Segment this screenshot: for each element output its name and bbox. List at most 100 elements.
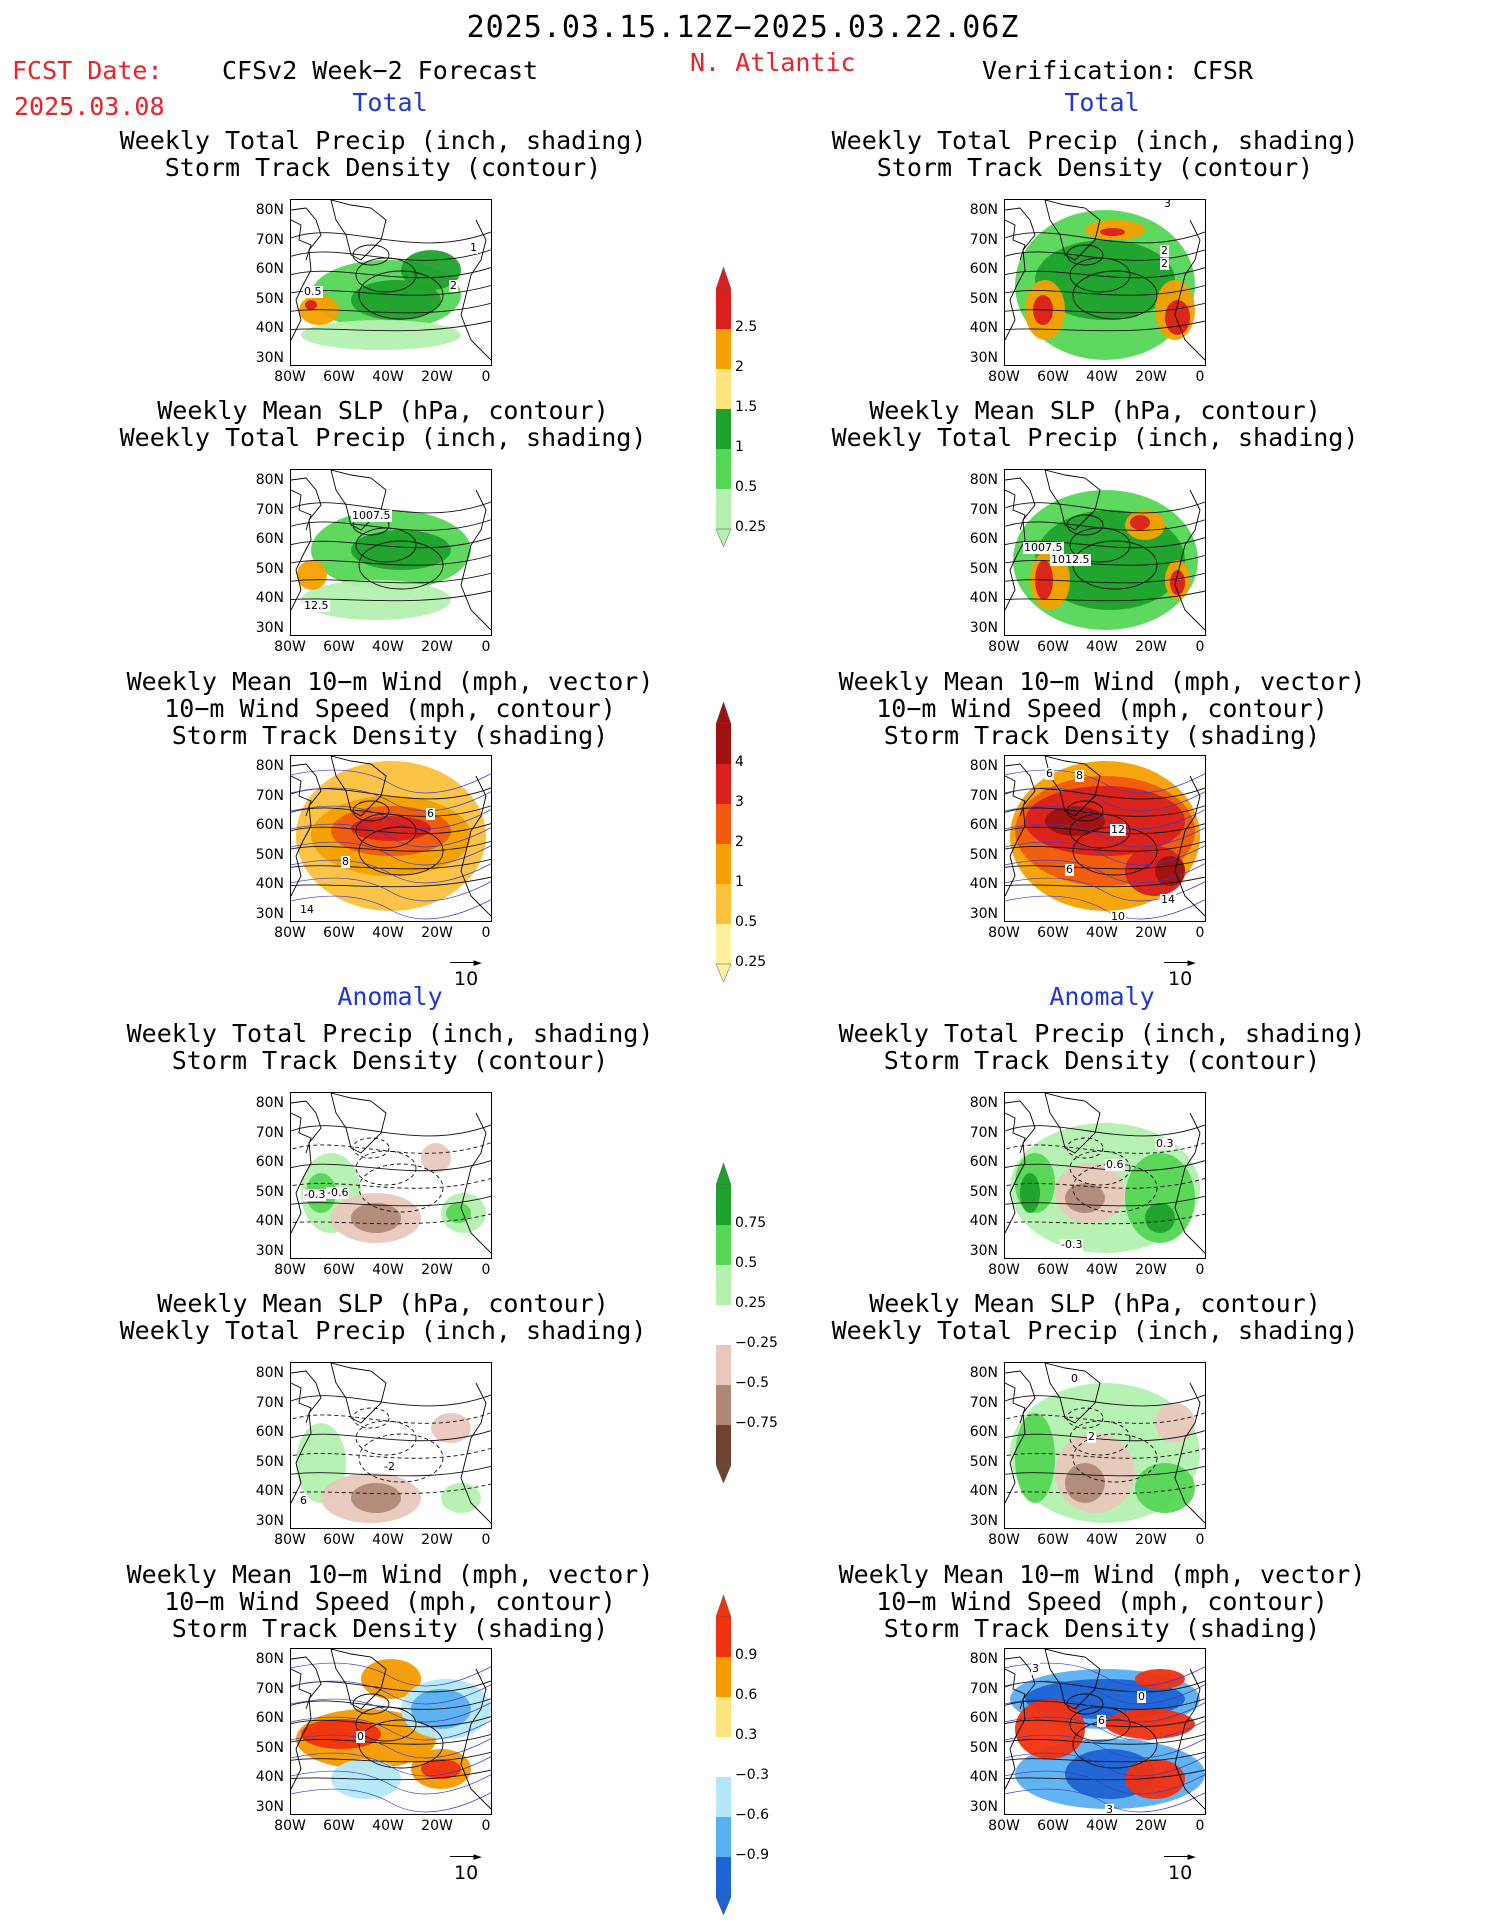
lat-tick-label: 30N <box>255 349 284 366</box>
colorbar-segment <box>716 1225 731 1265</box>
lon-tick-label: 0 <box>481 1818 491 1834</box>
contour-label: 6 <box>426 807 435 820</box>
contour-label: -2 <box>383 1460 396 1473</box>
lon-tick-label: 60W <box>323 1262 355 1278</box>
shaded-field <box>1155 856 1185 886</box>
coastline <box>460 1112 491 1254</box>
contour-label: -0.3 <box>303 1188 327 1201</box>
lat-tick-label: 70N <box>969 787 998 804</box>
contour-line <box>291 231 491 244</box>
contour-line <box>1005 1733 1205 1745</box>
map-canvas <box>1005 1363 1205 1524</box>
contour-line <box>291 805 491 817</box>
shaded-field <box>421 1143 451 1173</box>
contour-label: 1 <box>469 241 478 254</box>
lon-tick-label: 0 <box>481 1262 491 1278</box>
lon-tick-label: 80W <box>274 1818 306 1834</box>
map-forecast-precip-track: 1 2 0.5 <box>290 199 492 366</box>
colorbar-segment <box>716 884 731 924</box>
contour-ring <box>358 1719 444 1769</box>
panel-title-v-sp: Weekly Mean SLP (hPa, contour) Weekly Tot… <box>831 396 1359 452</box>
colorbar-label: 1 <box>735 874 744 890</box>
lon-tick-label: 40W <box>372 1532 404 1548</box>
lat-tick-label: 60N <box>255 531 284 547</box>
contour-line <box>291 501 491 514</box>
lon-tick-label: 20W <box>1135 369 1167 385</box>
coastline <box>291 1100 322 1234</box>
section-anomaly-left: Anomaly <box>337 982 443 1011</box>
shaded-field <box>1130 515 1150 530</box>
contour-line <box>1005 537 1205 549</box>
contour-ring <box>1066 800 1104 822</box>
lat-tick-label: 70N <box>969 501 998 518</box>
lat-tick-label: 40N <box>969 1483 998 1499</box>
shaded-field <box>361 1659 421 1699</box>
lon-tick-label: 80W <box>988 369 1020 385</box>
contour-line <box>291 1430 491 1442</box>
colorbar-label: 2.5 <box>735 319 758 335</box>
wind-speed-contour <box>1005 823 1205 848</box>
wind-speed-contour <box>291 1788 491 1813</box>
contour-label: 8 <box>341 855 350 868</box>
contour-line <box>291 519 491 531</box>
vector-ref-va-wt: ► 10 <box>1164 1851 1196 1884</box>
lon-tick-label: 60W <box>1037 369 1069 385</box>
contour-line <box>291 537 491 549</box>
contour-label: 2 <box>1160 244 1169 257</box>
colorbar-segment <box>716 1777 731 1817</box>
lat-tick-label: 80N <box>969 1651 998 1667</box>
lon-tick-label: 60W <box>323 1818 355 1834</box>
contour-label: 0 <box>1137 1690 1146 1703</box>
shaded-field <box>305 300 317 310</box>
verification-title: Verification: CFSR <box>982 56 1253 85</box>
contour-label: 1007.5 <box>351 509 392 522</box>
colorbar-label: 0.5 <box>735 479 758 495</box>
coastline <box>460 1668 491 1810</box>
coastline <box>1174 1382 1205 1524</box>
colorbar-label: −0.5 <box>735 1375 769 1391</box>
lon-tick-label: 20W <box>1135 639 1167 655</box>
lat-tick-label: 80N <box>969 202 998 218</box>
contour-label: 6 <box>1065 863 1074 876</box>
lat-tick-label: 60N <box>969 261 998 277</box>
contour-ring <box>1066 514 1104 536</box>
contour-ring <box>355 257 417 293</box>
contour-line <box>1005 302 1205 314</box>
lon-tick-label: 0 <box>1195 1262 1205 1278</box>
contour-line <box>1005 1412 1205 1424</box>
contour-line <box>1005 554 1205 566</box>
lon-tick-label: 20W <box>1135 1818 1167 1834</box>
contour-line <box>1005 231 1205 244</box>
contour-label: 14 <box>1160 893 1176 906</box>
lat-tick-label: 70N <box>255 1680 284 1697</box>
contour-line <box>291 1195 491 1207</box>
lat-tick-label: 30N <box>255 905 284 922</box>
wind-speed-contour <box>1005 1734 1205 1759</box>
wind-speed-contour <box>291 895 491 920</box>
shaded-field <box>351 530 451 570</box>
lat-tick-label: 60N <box>255 1424 284 1440</box>
map-canvas <box>291 1649 491 1813</box>
lat-tick-label: 50N <box>255 290 284 307</box>
coastline <box>1044 200 1101 261</box>
coastline <box>291 207 322 341</box>
lon-tick-label: 80W <box>274 1532 306 1548</box>
contour-ring <box>355 527 417 563</box>
wind-speed-contour <box>291 769 491 794</box>
lat-tick-label: 40N <box>255 876 284 892</box>
contour-line <box>1005 572 1205 584</box>
lon-tick-label: 40W <box>1086 1262 1118 1278</box>
contour-line <box>291 1465 491 1477</box>
panel-title-fa-sp: Weekly Mean SLP (hPa, contour) Weekly Tot… <box>119 1289 647 1345</box>
colorbar-segment <box>716 1265 731 1305</box>
contour-line <box>291 302 491 314</box>
shaded-field <box>1135 1463 1195 1513</box>
lon-tick-label: 0 <box>481 925 491 941</box>
lon-tick-label: 80W <box>274 369 306 385</box>
lon-tick-label: 40W <box>372 1818 404 1834</box>
wind-speed-contour <box>1005 841 1205 866</box>
map-canvas <box>1005 1093 1205 1254</box>
map-forecast-slp-precip: 1007.5 12.5 <box>290 469 492 636</box>
colorbar-bottom-arrow <box>715 1896 732 1916</box>
contour-label: 0.6 <box>1105 1158 1125 1171</box>
